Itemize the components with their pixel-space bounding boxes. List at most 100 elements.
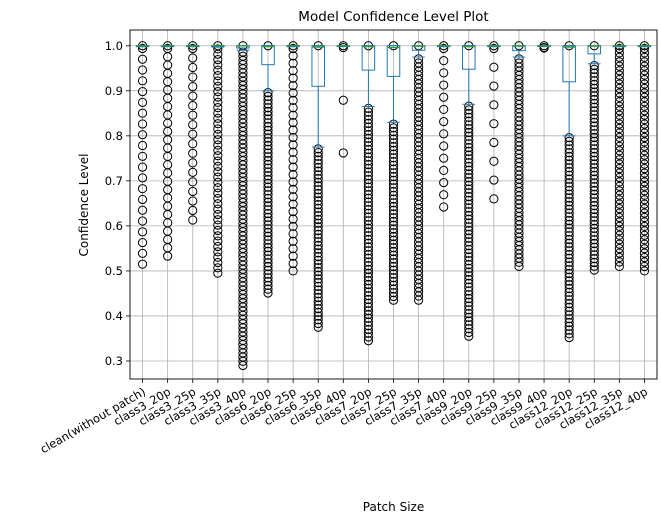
flier-point (614, 226, 624, 236)
flier-point (363, 249, 374, 260)
flier-point (288, 132, 298, 143)
flier-point (263, 178, 273, 188)
flier-point (363, 193, 374, 203)
flier-point (639, 88, 650, 98)
box-class12_25p (587, 41, 602, 275)
flier-point (263, 235, 273, 245)
flier-point (213, 193, 223, 204)
flier-point (388, 156, 399, 167)
flier-point (464, 218, 474, 228)
box-body (261, 45, 275, 66)
flier-point (313, 226, 323, 236)
flier-point (564, 242, 574, 252)
flier-point (213, 188, 223, 198)
flier-point (589, 79, 599, 90)
flier-point (263, 197, 273, 207)
flier-point (313, 174, 323, 184)
flier-point (589, 231, 599, 241)
flier-point (363, 321, 374, 331)
x-axis-label: Patch Size (363, 500, 424, 514)
flier-point (464, 120, 474, 130)
flier-point (313, 300, 323, 310)
flier-point (639, 239, 650, 249)
flier-point (188, 110, 198, 120)
flier-point (589, 76, 599, 86)
flier-point (263, 208, 273, 219)
flier-point (137, 151, 148, 161)
flier-point (288, 162, 298, 172)
flier-point (589, 113, 599, 124)
flier-point (439, 56, 449, 66)
flier-point (313, 181, 323, 191)
flier-point (363, 283, 374, 293)
flier-point (464, 248, 474, 258)
flier-point (614, 79, 624, 89)
flier-point (639, 208, 650, 218)
flier-point (137, 108, 148, 118)
box-class7_40p (436, 41, 451, 212)
flier-point (439, 92, 449, 102)
flier-point (464, 233, 474, 243)
flier-point (388, 201, 399, 212)
flier-point (639, 57, 650, 67)
flier-point (564, 272, 574, 282)
flier-point (639, 52, 650, 62)
flier-point (313, 311, 323, 321)
flier-point (363, 167, 374, 177)
flier-point (288, 177, 298, 187)
flier-point (464, 124, 474, 134)
flier-point (288, 80, 298, 91)
flier-point (464, 116, 474, 126)
flier-point (614, 110, 624, 120)
flier-point (464, 192, 474, 202)
flier-point (639, 230, 650, 240)
flier-point (363, 219, 374, 230)
flier-point (263, 193, 273, 204)
flier-point (313, 196, 323, 206)
flier-point (313, 240, 323, 251)
box-clean(without patch) (135, 41, 150, 269)
flier-point (614, 208, 624, 218)
flier-point (564, 291, 574, 301)
flier-point (464, 143, 474, 153)
flier-point (363, 324, 374, 335)
box-class9_25p (487, 41, 501, 204)
flier-point (188, 139, 198, 149)
flier-point (388, 246, 399, 257)
flier-point (639, 204, 650, 214)
flier-point (589, 166, 599, 177)
flier-point (263, 254, 273, 264)
flier-point (639, 168, 650, 178)
flier-point (213, 81, 223, 91)
flier-point (213, 135, 223, 145)
flier-point (388, 265, 399, 275)
flier-point (363, 204, 374, 215)
flier-point (313, 185, 323, 195)
flier-point (589, 72, 599, 82)
flier-point (589, 182, 599, 192)
flier-point (288, 192, 298, 202)
flier-point (313, 307, 323, 317)
flier-point (614, 235, 624, 245)
flier-point (639, 106, 650, 116)
flier-point (313, 170, 323, 180)
flier-point (439, 141, 449, 151)
flier-point (213, 172, 223, 182)
box-body (311, 45, 325, 87)
flier-point (388, 284, 399, 294)
box-class3_40p (236, 41, 250, 371)
flier-point (564, 136, 574, 146)
flier-point (313, 218, 323, 228)
flier-point (288, 229, 298, 239)
flier-point (137, 130, 148, 140)
flier-point (313, 281, 323, 291)
flier-point (639, 155, 650, 165)
flier-point (388, 149, 399, 159)
flier-point (213, 113, 223, 123)
flier-point (363, 197, 374, 207)
y-tick-label: 0.9 (105, 84, 123, 98)
flier-point (363, 141, 374, 151)
flier-point (589, 144, 599, 154)
flier-point (363, 159, 374, 170)
flier-point (413, 58, 424, 68)
